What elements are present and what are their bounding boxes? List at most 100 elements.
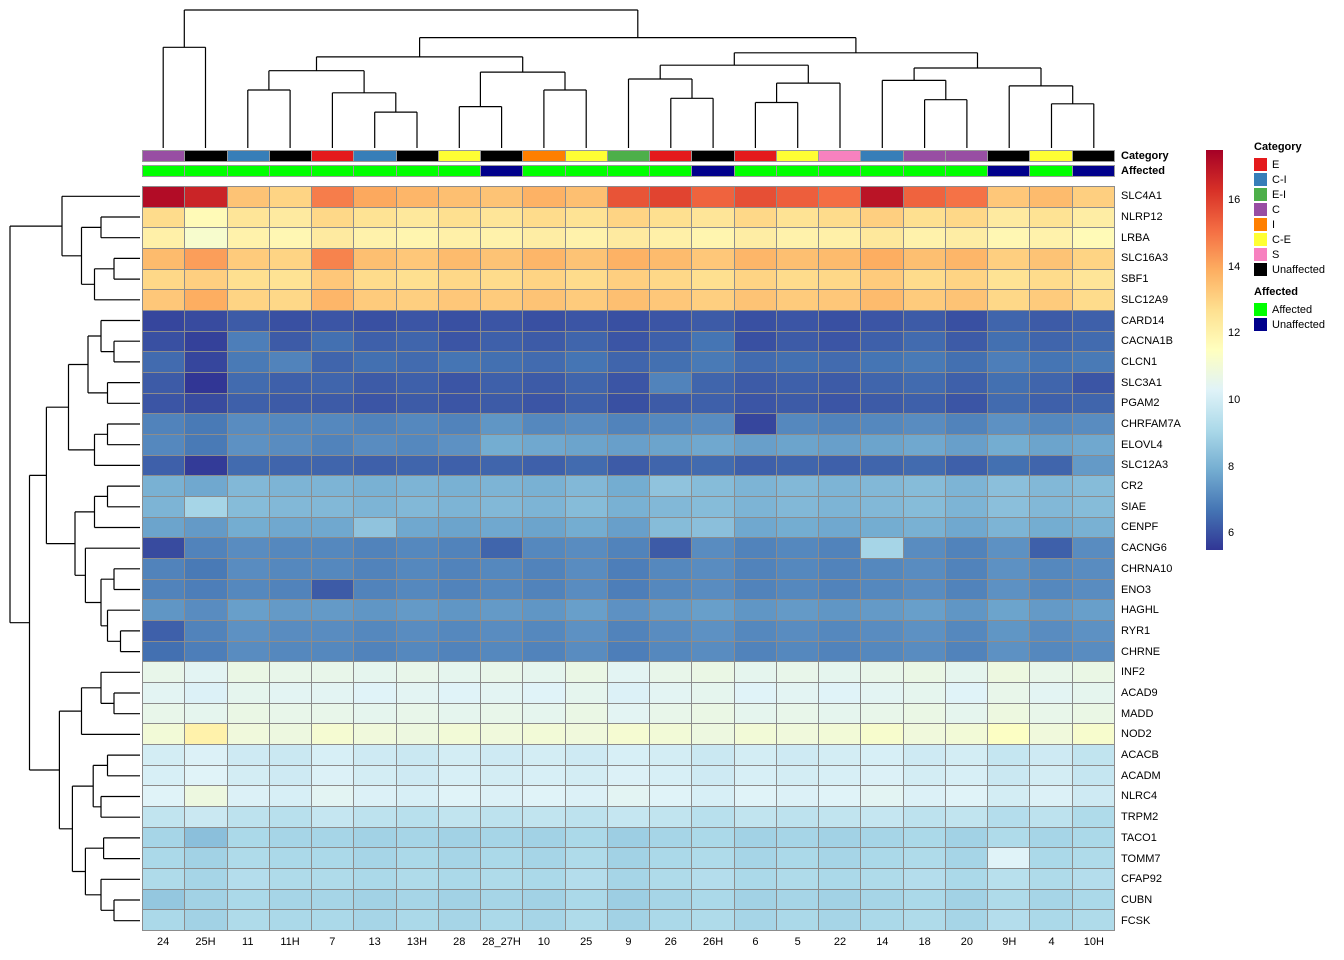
category-legend-entry: Unaffected: [1254, 262, 1325, 277]
heatmap-cell: [650, 517, 692, 538]
heatmap-cell: [734, 228, 776, 248]
heatmap-cell: [143, 744, 185, 765]
heatmap-cell: [1072, 662, 1114, 682]
row-label: ACADM: [1121, 769, 1161, 782]
heatmap-cell: [988, 269, 1030, 290]
heatmap-cell: [354, 310, 396, 331]
category-legend-entry: C-I: [1254, 172, 1325, 187]
heatmap-cell: [903, 517, 945, 538]
heatmap-cell: [945, 393, 988, 414]
heatmap-cell: [692, 496, 734, 517]
heatmap-cell: [523, 290, 565, 310]
heatmap-cell: [481, 517, 523, 538]
heatmap-cell: [438, 662, 481, 682]
heatmap-cell: [396, 600, 438, 620]
heatmap-cell: [692, 910, 734, 930]
heatmap-cell: [988, 310, 1030, 331]
heatmap-cell: [988, 455, 1030, 476]
heatmap-cell: [734, 641, 776, 662]
heatmap-cell: [565, 207, 607, 228]
heatmap-cell: [523, 600, 565, 620]
heatmap-cell: [143, 248, 185, 269]
category-annotation-cell: [269, 151, 312, 161]
heatmap-cell: [481, 703, 523, 724]
heatmap-cell: [523, 538, 565, 558]
heatmap-cell: [312, 187, 354, 207]
category-legend-entry: S: [1254, 247, 1325, 262]
heatmap-cell: [945, 868, 988, 889]
heatmap-cell: [481, 269, 523, 290]
heatmap-cell: [819, 600, 861, 620]
heatmap-cell: [185, 724, 227, 744]
heatmap-cell: [565, 682, 607, 703]
heatmap-cell: [861, 848, 903, 868]
heatmap-cell: [692, 827, 734, 848]
heatmap-cell: [565, 558, 607, 579]
heatmap-cell: [819, 538, 861, 558]
heatmap-cell: [1030, 662, 1072, 682]
heatmap-cell: [438, 682, 481, 703]
heatmap-cell: [1030, 765, 1072, 786]
heatmap-cell: [903, 703, 945, 724]
heatmap-cell: [1030, 269, 1072, 290]
heatmap-cell: [185, 372, 227, 393]
heatmap-cell: [734, 558, 776, 579]
heatmap-cell: [988, 290, 1030, 310]
heatmap-cell: [396, 558, 438, 579]
heatmap-cell: [692, 662, 734, 682]
heatmap-cell: [269, 434, 312, 455]
heatmap-cell: [565, 331, 607, 352]
heatmap-cell: [185, 331, 227, 352]
heatmap-cell: [354, 269, 396, 290]
heatmap-cell: [607, 600, 650, 620]
affected-legend: Affected Affected Unaffected: [1254, 286, 1325, 332]
heatmap-cell: [903, 352, 945, 372]
heatmap-cell: [269, 806, 312, 827]
heatmap-cell: [1072, 806, 1114, 827]
heatmap-cell: [734, 269, 776, 290]
colorbar-tick-label: 14: [1228, 260, 1241, 273]
heatmap-cell: [396, 228, 438, 248]
heatmap-cell: [354, 744, 396, 765]
heatmap-cell: [396, 910, 438, 930]
heatmap-cell: [438, 269, 481, 290]
legend-swatch: [1254, 263, 1267, 276]
heatmap-cell: [734, 207, 776, 228]
heatmap-cell: [776, 372, 819, 393]
heatmap-cell: [481, 434, 523, 455]
heatmap-cell: [481, 476, 523, 496]
heatmap-cell: [396, 848, 438, 868]
heatmap-cell: [438, 579, 481, 600]
heatmap-cell: [945, 848, 988, 868]
heatmap-cell: [185, 765, 227, 786]
heatmap-cell: [143, 703, 185, 724]
heatmap-cell: [692, 187, 734, 207]
heatmap-cell: [227, 786, 269, 806]
heatmap-cell: [988, 910, 1030, 930]
heatmap-cell: [312, 207, 354, 228]
affected-legend-entries: Affected Unaffected: [1254, 302, 1325, 332]
heatmap-cell: [523, 910, 565, 930]
row-label: CARD14: [1121, 314, 1165, 327]
heatmap-cell: [185, 641, 227, 662]
row-label: ACACB: [1121, 749, 1159, 762]
heatmap-cell: [692, 786, 734, 806]
heatmap-cell: [143, 496, 185, 517]
heatmap-cell: [819, 228, 861, 248]
heatmap-cell: [903, 786, 945, 806]
heatmap-cell: [396, 207, 438, 228]
heatmap-cell: [607, 827, 650, 848]
heatmap-cell: [523, 558, 565, 579]
heatmap-cell: [565, 600, 607, 620]
heatmap-cell: [523, 848, 565, 868]
heatmap-cell: [607, 393, 650, 414]
heatmap-cell: [227, 620, 269, 641]
heatmap-cell: [988, 765, 1030, 786]
row-label: NLRP12: [1121, 211, 1163, 224]
affected-annotation-cell: [861, 166, 903, 176]
heatmap-cell: [396, 806, 438, 827]
heatmap-cell: [734, 496, 776, 517]
heatmap-cell: [819, 352, 861, 372]
heatmap-cell: [481, 910, 523, 930]
row-label: TOMM7: [1121, 852, 1161, 865]
